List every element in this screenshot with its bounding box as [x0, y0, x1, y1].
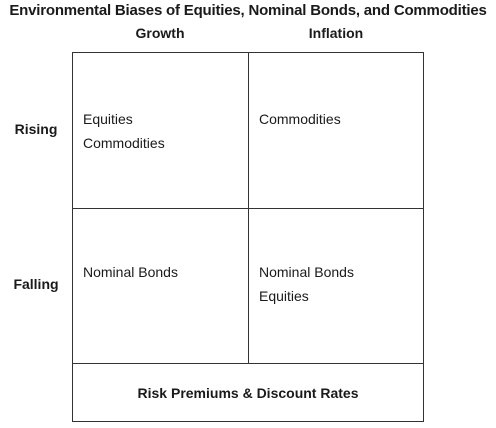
cell-falling-growth: Nominal Bonds: [83, 260, 178, 284]
cell-item: Commodities: [83, 135, 165, 151]
cell-item: Nominal Bonds: [83, 264, 178, 280]
column-header-growth: Growth: [135, 25, 185, 41]
footer-box: Risk Premiums & Discount Rates: [72, 363, 424, 422]
row-header-rising: Rising: [14, 121, 58, 137]
cell-item: Equities: [259, 288, 309, 304]
cell-item: Commodities: [259, 111, 341, 127]
cell-rising-inflation: Commodities: [259, 107, 341, 131]
row-header-falling: Falling: [13, 276, 59, 292]
footer-label: Risk Premiums & Discount Rates: [137, 384, 359, 401]
grid-horizontal-divider: [73, 208, 423, 209]
diagram-title: Environmental Biases of Equities, Nomina…: [9, 2, 487, 19]
quadrant-grid: Equities Commodities Commodities Nominal…: [72, 52, 424, 364]
cell-item: Nominal Bonds: [259, 264, 354, 280]
cell-item: Equities: [83, 111, 133, 127]
cell-rising-growth: Equities Commodities: [83, 107, 165, 155]
cell-falling-inflation: Nominal Bonds Equities: [259, 260, 354, 308]
column-header-inflation: Inflation: [308, 25, 364, 41]
